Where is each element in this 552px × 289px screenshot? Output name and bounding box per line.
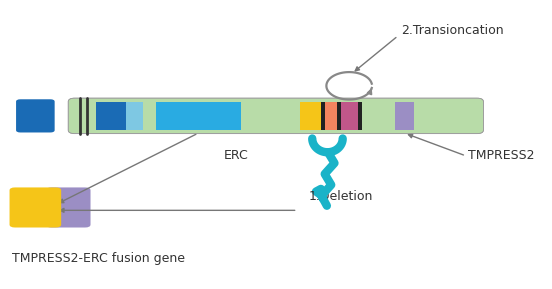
Bar	[321, 101, 325, 130]
Bar	[325, 101, 337, 130]
Text: 1.Deletion: 1.Deletion	[309, 190, 373, 203]
FancyBboxPatch shape	[46, 188, 91, 227]
Text: 2.Transioncation: 2.Transioncation	[401, 23, 503, 36]
FancyBboxPatch shape	[68, 98, 484, 134]
Text: TMPRESS2: TMPRESS2	[468, 149, 534, 162]
FancyBboxPatch shape	[16, 99, 55, 132]
Bar	[358, 101, 362, 130]
Bar	[126, 101, 142, 130]
Bar	[337, 101, 341, 130]
Text: TMPRESS2-ERC fusion gene: TMPRESS2-ERC fusion gene	[12, 253, 185, 266]
Bar	[300, 101, 321, 130]
Bar	[395, 101, 414, 130]
Bar	[97, 101, 126, 130]
Bar	[156, 101, 241, 130]
Bar	[341, 101, 358, 130]
FancyBboxPatch shape	[9, 188, 61, 227]
Text: ERC: ERC	[224, 149, 249, 162]
